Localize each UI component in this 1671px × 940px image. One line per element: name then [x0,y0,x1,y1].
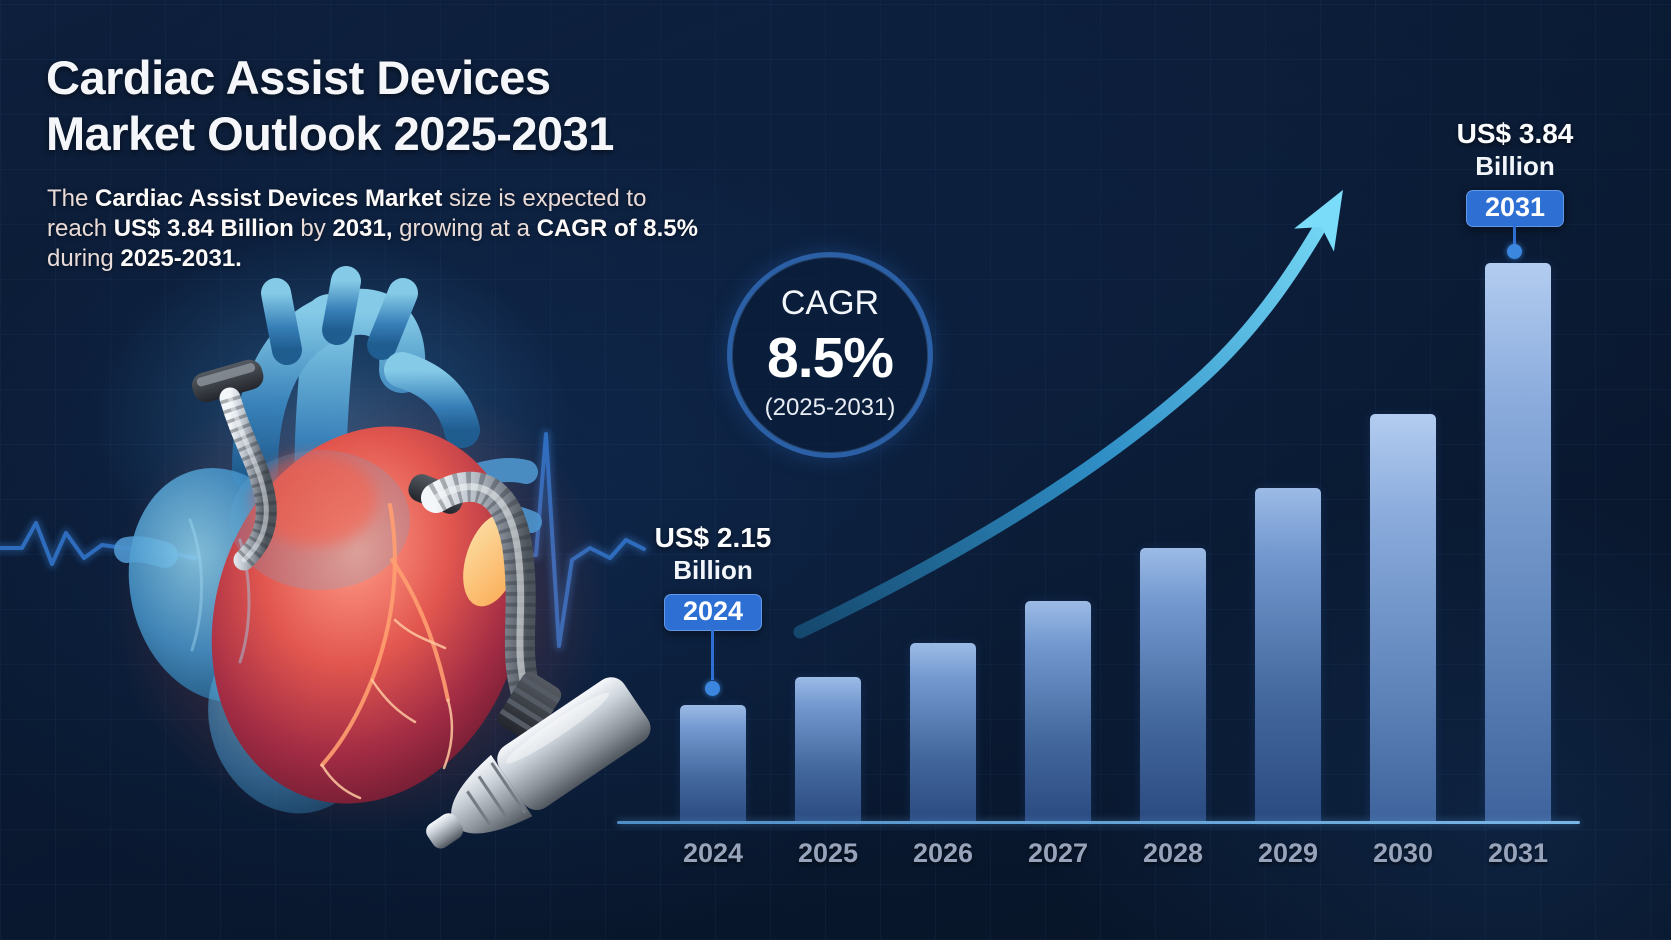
subtitle-segment: size is expected to reach [47,185,647,242]
axis-label-2031: 2031 [1487,838,1549,868]
bar-2029 [1255,488,1321,822]
annotation-2024-unit: Billion [673,555,753,585]
annotation-2024-stem [711,624,714,680]
subtitle-segment: by [293,215,333,242]
cagr-value: 8.5% [767,326,894,390]
annotation-2031-stem [1513,226,1516,246]
axis-label-2027: 2027 [1027,838,1089,868]
axis-label-2030: 2030 [1372,838,1434,868]
subtitle-bold-segment: Cardiac Assist Devices Market [95,185,443,212]
annotation-2024-dot [705,681,720,696]
x-axis-line [617,821,1580,824]
bar-2027 [1025,601,1091,822]
page-title: Cardiac Assist Devices Market Outlook 20… [46,50,614,162]
bar-2025 [795,677,861,822]
axis-label-2026: 2026 [912,838,974,868]
axis-label-2025: 2025 [797,838,859,868]
title-line-1: Cardiac Assist Devices [46,51,551,104]
subtitle-bold-segment: 2025-2031. [120,245,242,272]
cagr-label: CAGR [780,284,880,322]
cagr-circle-badge: CAGR 8.5% (2025-2031) [727,252,933,458]
annotation-2024-value: US$ 2.15 [654,522,772,553]
subtitle-segment: The [47,185,96,212]
subtitle-segment: growing at a [392,215,537,242]
bar-2031 [1485,263,1551,822]
bar-2030 [1370,414,1436,822]
cagr-period: (2025-2031) [764,394,896,421]
subtitle-bold-segment: CAGR of 8.5% [536,215,698,242]
title-line-2: Market Outlook 2025-2031 [46,107,614,160]
annotation-2024: US$ 2.15 Billion 2024 [593,522,833,631]
heart-hot-glow [253,454,377,546]
subtitle-bold-segment: 2031, [332,215,393,242]
assist-device-pump [192,359,651,849]
annotation-2031-dot [1507,244,1522,259]
bar-2024 [680,705,746,822]
axis-label-2029: 2029 [1257,838,1319,868]
subtitle-bold-segment: US$ 3.84 Billion [113,215,294,242]
axis-label-2028: 2028 [1142,838,1204,868]
annotation-2031: US$ 3.84 Billion 2031 [1395,118,1635,227]
subtitle-segment: during [47,245,121,272]
bar-2028 [1140,548,1206,822]
subtitle-text: The Cardiac Assist Devices Market size i… [47,184,707,274]
annotation-2031-unit: Billion [1475,151,1555,181]
axis-label-2024: 2024 [682,838,744,868]
bar-2026 [910,643,976,822]
annotation-2031-year-badge: 2031 [1465,190,1565,227]
annotation-2031-value: US$ 3.84 [1456,118,1574,149]
